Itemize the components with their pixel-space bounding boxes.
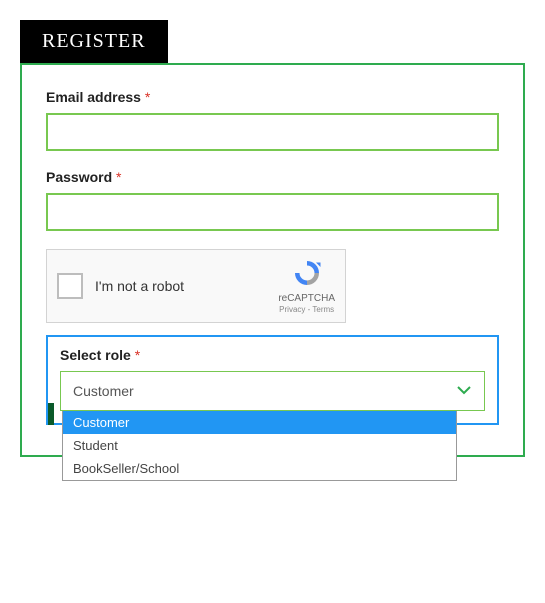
email-required-star: *	[145, 89, 150, 105]
register-header: REGISTER	[20, 20, 168, 63]
password-label: Password *	[46, 169, 499, 185]
email-label: Email address *	[46, 89, 499, 105]
role-required-star: *	[135, 347, 140, 363]
role-selected-value: Customer	[73, 383, 134, 399]
role-label-text: Select role	[60, 347, 131, 363]
email-label-text: Email address	[46, 89, 141, 105]
role-option-student[interactable]: Student	[63, 434, 456, 457]
role-select-wrap: Customer Customer Student BookSeller/Sch…	[60, 371, 485, 411]
role-label: Select role *	[60, 347, 485, 363]
email-input[interactable]	[46, 113, 499, 151]
password-input[interactable]	[46, 193, 499, 231]
register-title: REGISTER	[42, 30, 146, 52]
recaptcha-checkbox[interactable]	[57, 273, 83, 299]
role-section: Select role * Customer Customer Student …	[46, 335, 499, 425]
role-dropdown: Customer Student BookSeller/School	[62, 411, 457, 481]
role-option-bookseller[interactable]: BookSeller/School	[63, 457, 456, 480]
decorative-stub	[48, 403, 54, 425]
recaptcha-brand: reCAPTCHA	[278, 293, 335, 305]
recaptcha-label: I'm not a robot	[95, 278, 184, 294]
recaptcha-icon	[292, 258, 322, 288]
recaptcha-terms[interactable]: Privacy - Terms	[278, 305, 335, 315]
email-field-group: Email address *	[46, 89, 499, 151]
recaptcha-branding: reCAPTCHA Privacy - Terms	[278, 258, 335, 314]
recaptcha-widget: I'm not a robot reCAPTCHA Privacy - Term…	[46, 249, 346, 323]
chevron-down-icon	[456, 382, 472, 401]
role-option-customer[interactable]: Customer	[63, 411, 456, 434]
password-field-group: Password *	[46, 169, 499, 231]
password-required-star: *	[116, 169, 121, 185]
register-form: Email address * Password * I'm not a rob…	[20, 63, 525, 457]
password-label-text: Password	[46, 169, 112, 185]
role-select[interactable]: Customer	[60, 371, 485, 411]
